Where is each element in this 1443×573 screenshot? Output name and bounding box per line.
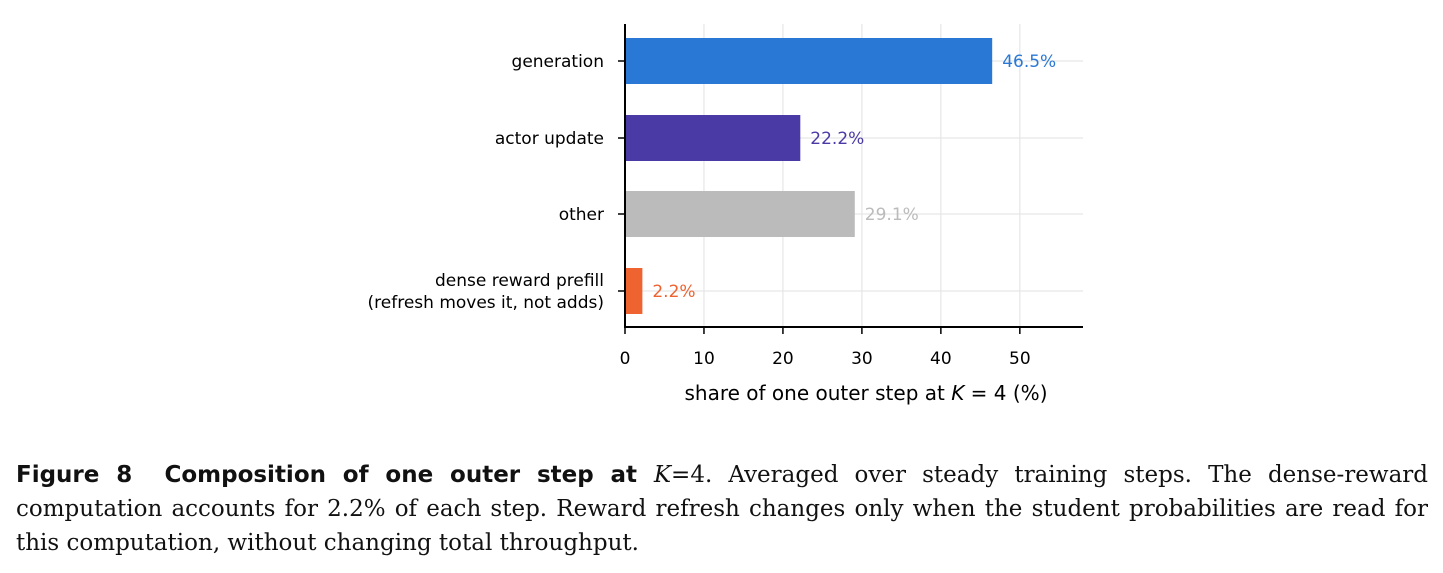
x-tick-label-2: 20 <box>772 349 794 369</box>
x-axis-label-part-2: = 4 (%) <box>964 381 1047 405</box>
axes <box>618 24 1083 334</box>
x-axis-label-part-0: share of one outer step at <box>684 381 951 405</box>
figure-title-var: K <box>653 462 672 488</box>
value-label-3: 2.2% <box>652 282 695 302</box>
x-axis-label: share of one outer step at K = 4 (%) <box>684 381 1047 405</box>
category-label-2: other <box>559 205 604 225</box>
category-label-1: actor update <box>495 129 604 149</box>
x-tick-label-0: 0 <box>620 349 631 369</box>
bar-chart: 46.5% 22.2% 29.1% 2.2% 0 10 20 30 40 50 generation… <box>368 24 1083 405</box>
x-tick-label-5: 50 <box>1009 349 1031 369</box>
figure-number: Figure 8 <box>16 462 133 488</box>
value-label-2: 29.1% <box>865 205 919 225</box>
figure-title-suffix: =4. <box>671 462 713 488</box>
x-tick-label-4: 40 <box>930 349 952 369</box>
bar-0 <box>625 38 993 84</box>
value-label-1: 22.2% <box>810 129 864 149</box>
bar-2 <box>625 191 855 237</box>
figure-title-prefix: Composition of one outer step at <box>164 462 654 488</box>
category-label-0: generation <box>512 52 604 72</box>
category-label-3-line-1: (refresh moves it, not adds) <box>368 293 604 313</box>
figure-title: Composition of one outer step at K=4. <box>164 462 712 488</box>
figure-caption: Figure 8 Composition of one outer step a… <box>16 458 1428 560</box>
labels: 46.5% 22.2% 29.1% 2.2% 0 10 20 30 40 50 generation… <box>368 52 1057 369</box>
bars <box>625 38 993 314</box>
caption-body: Averaged over steady training steps. The… <box>16 462 1429 556</box>
x-tick-label-1: 10 <box>693 349 715 369</box>
bar-1 <box>625 115 801 161</box>
x-tick-label-3: 30 <box>851 349 873 369</box>
category-label-3-line-0: dense reward prefill <box>435 271 604 291</box>
bar-3 <box>625 268 643 314</box>
value-label-0: 46.5% <box>1002 52 1056 72</box>
x-axis-label-part-1: K <box>951 381 966 405</box>
